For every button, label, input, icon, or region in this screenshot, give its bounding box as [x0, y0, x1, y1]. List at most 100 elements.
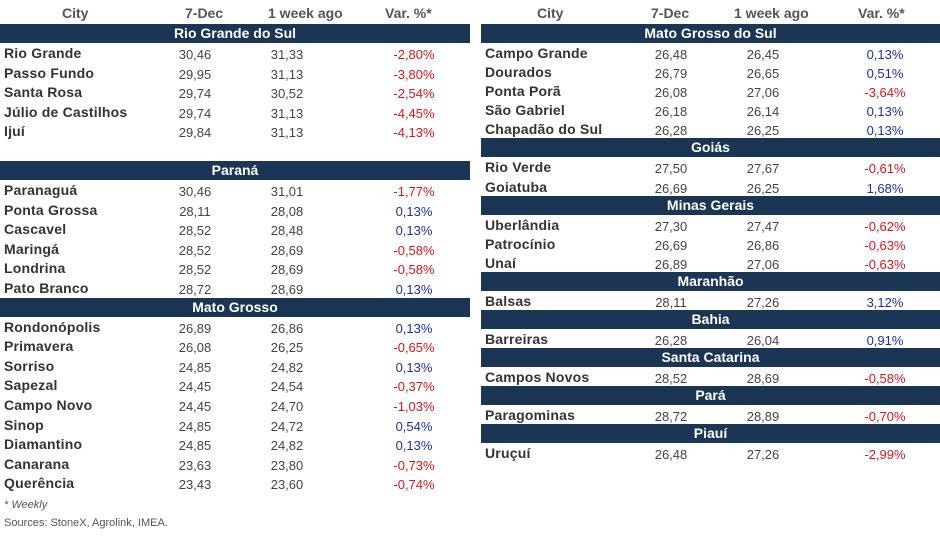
city-cell: Unaí: [485, 254, 517, 271]
table-row: Goiatuba 26,69 26,25 1,68%: [481, 177, 940, 196]
variation-cell: -2,54%: [393, 86, 435, 102]
city-cell: Uruçuí: [485, 445, 531, 462]
price-1-week-ago-cell: 26,25: [746, 123, 780, 139]
price-1-week-ago-cell: 27,26: [746, 447, 780, 463]
price-7dec-cell: 26,18: [654, 104, 688, 120]
city-cell: Diamantino: [4, 436, 83, 453]
table-row: Cascavel 28,52 28,48 0,13%: [0, 219, 470, 239]
price-1-week-ago-cell: 24,82: [270, 359, 304, 375]
variation-cell: -2,80%: [393, 47, 435, 62]
table-row: Querência 23,43 23,60 -0,74%: [0, 473, 470, 493]
table-row: Campos Novos 28,52 28,69 -0,58%: [481, 367, 940, 386]
variation-cell: 0,13%: [395, 438, 433, 454]
price-7dec-cell: 30,46: [178, 47, 212, 62]
price-1-week-ago-cell: 26,86: [746, 237, 780, 253]
price-7dec-cell: 29,74: [178, 86, 212, 102]
price-7dec-cell: 26,89: [654, 256, 688, 272]
variation-cell: 0,13%: [866, 123, 904, 139]
price-7dec-cell: 28,52: [178, 223, 212, 239]
header-var: Var. %*: [385, 5, 432, 21]
price-1-week-ago-cell: 27,26: [746, 294, 780, 310]
region-header: Rio Grande do Sul: [0, 24, 470, 43]
region-header: Santa Catarina: [481, 348, 940, 368]
table-row: Chapadão do Sul 26,28 26,25 0,13%: [481, 119, 940, 138]
price-7dec-cell: 27,50: [654, 161, 688, 177]
table-row: Santa Rosa 29,74 30,52 -2,54%: [0, 82, 470, 102]
city-cell: Ponta Porã: [485, 83, 561, 100]
price-1-week-ago-cell: 23,60: [270, 477, 304, 493]
header-7dec: 7-Dec: [651, 5, 690, 21]
price-1-week-ago-cell: 26,25: [270, 340, 304, 356]
price-7dec-cell: 29,95: [178, 66, 212, 82]
header-var: Var. %*: [858, 5, 905, 21]
region-header: Paraná: [0, 160, 470, 180]
price-1-week-ago-cell: 27,06: [746, 85, 780, 101]
price-1-week-ago-cell: 28,89: [746, 409, 780, 425]
price-1-week-ago-cell: 26,25: [746, 180, 780, 196]
price-7dec-cell: 24,85: [178, 359, 212, 375]
variation-cell: 0,13%: [395, 359, 433, 375]
variation-cell: 0,13%: [866, 47, 904, 62]
city-cell: Canarana: [4, 455, 70, 472]
city-cell: Barreiras: [485, 331, 549, 348]
table-row: Campo Novo 24,45 24,70 -1,03%: [0, 395, 470, 415]
variation-cell: -0,58%: [393, 242, 435, 258]
table-row: Sapezal 24,45 24,54 -0,37%: [0, 375, 470, 395]
price-1-week-ago-cell: 28,69: [270, 262, 304, 278]
price-7dec-cell: 26,48: [654, 447, 688, 463]
city-cell: Goiatuba: [485, 178, 548, 195]
table-row: Pato Branco 28,72 28,69 0,13%: [0, 278, 470, 298]
table-row: Rondonópolis 26,89 26,86 0,13%: [0, 317, 470, 337]
price-1-week-ago-cell: 28,48: [270, 223, 304, 239]
price-7dec-cell: 26,08: [654, 85, 688, 101]
header-7dec: 7-Dec: [185, 5, 224, 21]
table-row: Passo Fundo 29,95 31,13 -3,80%: [0, 63, 470, 83]
table-row: Sinop 24,85 24,72 0,54%: [0, 415, 470, 435]
price-7dec-cell: 28,11: [655, 294, 687, 310]
price-7dec-cell: 26,79: [654, 66, 688, 82]
price-1-week-ago-cell: 27,47: [746, 218, 780, 234]
city-cell: Rondonópolis: [4, 318, 101, 335]
price-7dec-cell: 26,89: [178, 320, 212, 336]
price-1-week-ago-cell: 26,45: [746, 47, 780, 62]
price-7dec-cell: 23,43: [178, 477, 212, 493]
table-row: Canarana 23,63 23,80 -0,73%: [0, 454, 470, 474]
variation-cell: 0,91%: [866, 333, 904, 349]
table-header: City 7-Dec 1 week ago Var. %*: [481, 2, 940, 24]
price-7dec-cell: 28,52: [654, 371, 688, 387]
region-header: Mato Grosso: [0, 297, 470, 317]
left-price-table: City 7-Dec 1 week ago Var. %* Rio Grande…: [0, 2, 470, 493]
price-1-week-ago-cell: 28,69: [746, 371, 780, 387]
variation-cell: -0,65%: [393, 340, 435, 356]
price-7dec-cell: 29,84: [178, 125, 212, 141]
region-header: Maranhão: [481, 271, 940, 291]
price-7dec-cell: 24,45: [178, 398, 212, 414]
header-1-week-ago: 1 week ago: [734, 5, 809, 21]
price-1-week-ago-cell: 24,70: [270, 398, 304, 414]
price-7dec-cell: 24,85: [178, 438, 212, 454]
table-row: Diamantino 24,85 24,82 0,13%: [0, 434, 470, 454]
table-row: Rio Verde 27,50 27,67 -0,61%: [481, 157, 940, 176]
variation-cell: 0,13%: [395, 281, 433, 297]
city-cell: Uberlândia: [485, 216, 560, 233]
city-cell: Dourados: [485, 64, 552, 81]
city-cell: Chapadão do Sul: [485, 121, 603, 138]
variation-cell: -0,73%: [393, 457, 435, 473]
table-row: Paranaguá 30,46 31,01 -1,77%: [0, 180, 470, 200]
price-7dec-cell: 28,52: [178, 262, 212, 278]
variation-cell: -0,63%: [864, 256, 906, 272]
price-1-week-ago-cell: 31,13: [270, 125, 304, 141]
city-cell: Sorriso: [4, 357, 55, 374]
city-cell: Balsas: [485, 292, 532, 309]
price-7dec-cell: 26,08: [178, 340, 212, 356]
variation-cell: -0,63%: [864, 237, 906, 253]
table-row: Ponta Grossa 28,11 28,08 0,13%: [0, 200, 470, 220]
variation-cell: 0,13%: [395, 320, 433, 336]
variation-cell: -0,58%: [393, 262, 435, 278]
price-1-week-ago-cell: 31,13: [270, 105, 304, 121]
city-cell: Campo Novo: [4, 396, 93, 413]
city-cell: Sapezal: [4, 377, 58, 394]
price-1-week-ago-cell: 26,04: [746, 333, 780, 349]
price-7dec-cell: 28,52: [178, 242, 212, 258]
variation-cell: -0,37%: [393, 379, 435, 395]
